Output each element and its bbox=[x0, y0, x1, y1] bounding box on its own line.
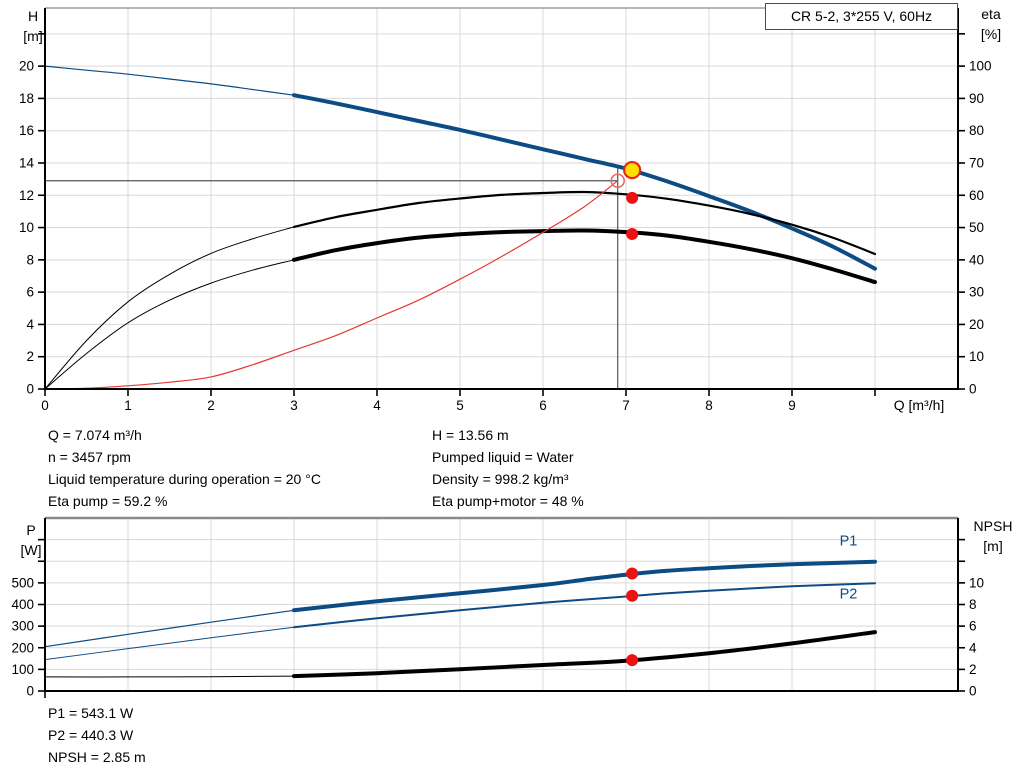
tick-label: 9 bbox=[788, 398, 796, 413]
tick-label: 5 bbox=[456, 398, 464, 413]
tick-label: 0 bbox=[26, 684, 34, 699]
tick-label: 4 bbox=[373, 398, 381, 413]
tick-label: 50 bbox=[969, 220, 984, 235]
tick-label: 4 bbox=[969, 640, 977, 655]
tick-label: 8 bbox=[26, 252, 34, 267]
eta-pump-curve bbox=[292, 190, 877, 256]
pump-title-box: CR 5-2, 3*255 V, 60Hz bbox=[765, 3, 958, 30]
q-axis-title: Q [m³/h] bbox=[893, 397, 945, 413]
tick-label: 200 bbox=[11, 640, 34, 655]
tick-label: 8 bbox=[969, 597, 977, 612]
p2-label: P2 bbox=[840, 586, 858, 602]
tick-label: 300 bbox=[11, 619, 34, 634]
operating-point-readout-right: H = 13.56 m Pumped liquid = Water Densit… bbox=[432, 424, 584, 512]
p2-point bbox=[626, 589, 639, 602]
tick-label: 60 bbox=[969, 188, 984, 203]
readout-p2: P2 = 440.3 W bbox=[48, 727, 134, 743]
qh-eta-chart: 0 1 2 3 4 5 6 7 8 9024681012141618200102030405060… bbox=[19, 7, 992, 413]
tick-label: 4 bbox=[26, 317, 34, 332]
tick-label: 20 bbox=[969, 317, 984, 332]
p2-curve bbox=[293, 582, 876, 629]
tick-label: 2 bbox=[26, 349, 34, 364]
p-axis-title-line2: [W] bbox=[20, 542, 42, 558]
tick-label: 8 bbox=[705, 398, 713, 413]
h-axis-title: H [m] bbox=[16, 6, 50, 46]
tick-label: 0 bbox=[969, 684, 977, 699]
tick-label: 90 bbox=[969, 91, 984, 106]
power-npsh-readout: P1 = 543.1 W P2 = 440.3 W NPSH = 2.85 m bbox=[48, 702, 146, 768]
tick-label: 6 bbox=[26, 285, 34, 300]
readout-speed: n = 3457 rpm bbox=[48, 449, 131, 465]
tick-label: 100 bbox=[11, 662, 34, 677]
readout-eta-pump: Eta pump = 59.2 % bbox=[48, 493, 168, 509]
tick-label: 400 bbox=[11, 597, 34, 612]
tick-label: 70 bbox=[969, 155, 984, 170]
tick-label: 7 bbox=[622, 398, 630, 413]
p-axis-title-line1: P bbox=[26, 522, 36, 538]
tick-label: 16 bbox=[19, 123, 34, 138]
tick-label: 10 bbox=[969, 349, 984, 364]
tick-label: 80 bbox=[969, 123, 984, 138]
tick-label: 2 bbox=[969, 662, 977, 677]
power-npsh-chart: 0 100 200 300 400 500 0 2 4 6 8 10 P1 P2 bbox=[11, 516, 984, 699]
tick-label: 0 bbox=[26, 382, 34, 397]
tick-label: 40 bbox=[969, 252, 984, 267]
tick-label: 6 bbox=[539, 398, 547, 413]
npsh-axis-title: NPSH [m] bbox=[962, 516, 1024, 556]
readout-pumped-liquid: Pumped liquid = Water bbox=[432, 449, 574, 465]
readout-q: Q = 7.074 m³/h bbox=[48, 427, 142, 443]
duty-point-circle bbox=[610, 173, 626, 189]
p1-point bbox=[626, 567, 639, 580]
tick-label: 0 bbox=[969, 382, 977, 397]
npsh-axis-title-line1: NPSH bbox=[973, 518, 1013, 534]
tick-label: 1 bbox=[124, 398, 132, 413]
readout-npsh: NPSH = 2.85 m bbox=[48, 749, 146, 765]
eta-pump-point bbox=[626, 191, 639, 204]
npsh-axis-title-line2: [m] bbox=[983, 538, 1003, 554]
system-curve bbox=[44, 180, 619, 390]
eta-pump-curve-thin bbox=[44, 226, 295, 390]
tick-label: 500 bbox=[11, 575, 34, 590]
tick-label: 10 bbox=[19, 220, 34, 235]
eta-axis-title-line2: [%] bbox=[980, 26, 1002, 42]
tick-label: 10 bbox=[969, 575, 984, 590]
tick-label: 2 bbox=[207, 398, 215, 413]
readout-head: H = 13.56 m bbox=[432, 427, 509, 443]
npsh-curve-thin bbox=[44, 675, 295, 678]
operating-point bbox=[623, 160, 642, 180]
operating-point-readout-left: Q = 7.074 m³/h n = 3457 rpm Liquid tempe… bbox=[48, 424, 321, 512]
eta-pump-motor-point bbox=[626, 228, 639, 241]
h-axis-title-line1: H bbox=[27, 8, 39, 24]
eta-pump-motor-curve bbox=[292, 228, 877, 285]
npsh-curve bbox=[292, 630, 877, 679]
head-curve-thin bbox=[44, 65, 295, 96]
readout-liquid-temperature: Liquid temperature during operation = 20… bbox=[48, 471, 321, 487]
pump-title: CR 5-2, 3*255 V, 60Hz bbox=[790, 8, 933, 24]
tick-label: 20 bbox=[19, 59, 34, 74]
tick-label: 14 bbox=[19, 155, 35, 170]
tick-label: 30 bbox=[969, 285, 984, 300]
p1-label: P1 bbox=[840, 534, 858, 550]
eta-pump-motor-curve-thin bbox=[44, 259, 295, 390]
readout-density: Density = 998.2 kg/m³ bbox=[432, 471, 569, 487]
p1-curve-thin bbox=[44, 609, 295, 648]
head-curve bbox=[292, 93, 877, 271]
readout-p1: P1 = 543.1 W bbox=[48, 705, 134, 721]
eta-axis-title: eta [%] bbox=[966, 4, 1016, 44]
npsh-point bbox=[626, 654, 639, 667]
p2-curve-thin bbox=[44, 626, 295, 661]
h-axis-title-line2: [m] bbox=[23, 28, 43, 44]
tick-label: 0 bbox=[41, 398, 49, 413]
tick-label: 6 bbox=[969, 619, 977, 634]
tick-label: 3 bbox=[290, 398, 298, 413]
eta-axis-title-line1: eta bbox=[981, 6, 1001, 22]
tick-label: 12 bbox=[19, 188, 34, 203]
tick-label: 18 bbox=[19, 91, 34, 106]
readout-eta-pump-motor: Eta pump+motor = 48 % bbox=[432, 493, 584, 509]
p-axis-title: P [W] bbox=[12, 520, 50, 560]
tick-label: 100 bbox=[969, 59, 992, 74]
